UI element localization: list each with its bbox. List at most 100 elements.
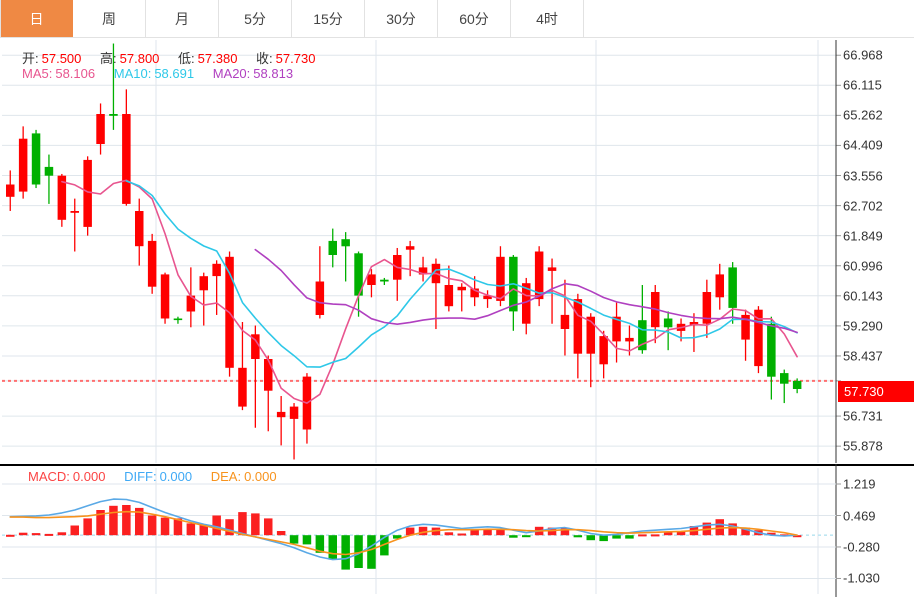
price-axis-label: 65.262: [843, 107, 883, 123]
tabbar-filler: [584, 0, 914, 37]
ma10-line: [125, 180, 798, 368]
macd-bar: [728, 523, 737, 536]
ma5-line: [61, 179, 798, 404]
macd-bar: [83, 518, 92, 536]
tab-5min-label: 5分: [244, 10, 266, 27]
macd-bar: [444, 532, 454, 536]
price-axis-label: 58.437: [843, 348, 883, 364]
tab-month-label: 月: [175, 10, 189, 27]
candle: [470, 276, 479, 307]
candle: [792, 378, 802, 394]
macd-bar: [225, 519, 234, 536]
tab-day[interactable]: 日: [0, 0, 73, 37]
macd-bar: [676, 531, 686, 536]
macd-bar: [186, 523, 196, 536]
ma20-line: [254, 248, 798, 334]
tab-4hour[interactable]: 4时: [511, 0, 584, 37]
macd-bar: [315, 535, 325, 553]
macd-bar: [367, 535, 376, 569]
price-axis-label: 66.115: [843, 77, 882, 93]
candle: [612, 302, 621, 363]
candle: [212, 260, 221, 315]
macd-bar: [238, 512, 247, 536]
candle: [380, 277, 389, 285]
macd-bar: [638, 534, 647, 537]
candle: [238, 322, 247, 411]
tab-day-label: 日: [29, 10, 44, 27]
candle: [31, 129, 41, 189]
tab-15min[interactable]: 15分: [292, 0, 365, 37]
candle: [6, 170, 15, 211]
candle: [522, 277, 531, 335]
macd-bar: [251, 513, 260, 536]
tab-30min-label: 30分: [386, 10, 416, 27]
macd-bar: [173, 518, 183, 536]
macd-bar: [18, 532, 28, 536]
tab-4hour-label: 4时: [536, 10, 558, 27]
tab-week-label: 周: [102, 10, 116, 27]
candle: [418, 256, 428, 282]
macd-bar: [625, 535, 634, 539]
macd-bar: [522, 535, 531, 538]
macd-bar: [663, 531, 673, 536]
macd-bar: [354, 535, 363, 568]
candle: [496, 246, 505, 307]
candle: [96, 103, 105, 155]
macd-bar: [792, 535, 802, 538]
candle: [186, 267, 196, 328]
macd-diff-line: [9, 498, 798, 561]
macd-bar: [6, 534, 15, 537]
candle: [135, 198, 144, 266]
candle: [367, 269, 376, 298]
candle: [264, 355, 273, 432]
macd-bar: [31, 533, 41, 536]
tab-week[interactable]: 周: [73, 0, 146, 37]
candle: [83, 156, 92, 236]
macd-bar: [160, 517, 170, 536]
tab-15min-label: 15分: [313, 10, 343, 27]
macd-bar: [96, 510, 105, 536]
macd-bar: [715, 519, 724, 536]
current-price-tag: 57.730: [838, 381, 914, 402]
macd-bar: [212, 515, 221, 536]
price-axis-label: 59.290: [843, 318, 883, 334]
macd-bar: [573, 535, 583, 538]
macd-bar: [276, 531, 286, 536]
tab-60min[interactable]: 60分: [438, 0, 511, 37]
macd-bar: [289, 535, 299, 544]
tab-month[interactable]: 月: [146, 0, 219, 37]
candle: [57, 173, 67, 227]
current-price-value: 57.730: [844, 384, 884, 399]
candle: [173, 316, 183, 324]
candle: [702, 279, 712, 338]
candle: [328, 228, 337, 268]
macd-bar: [586, 535, 595, 541]
candle: [444, 265, 454, 312]
macd-axis-label: 0.469: [843, 508, 876, 523]
macd-bar: [122, 505, 131, 536]
candle: [573, 293, 583, 379]
macd-histogram: [6, 505, 802, 570]
price-axis-label: 66.968: [843, 47, 883, 63]
macd-bar: [560, 527, 570, 536]
candle: [728, 262, 737, 324]
candle: [586, 313, 595, 388]
macd-bar: [264, 518, 273, 536]
macd-axis-label: 1.219: [843, 476, 876, 492]
macd-bar: [418, 526, 428, 536]
tab-5min[interactable]: 5分: [219, 0, 292, 37]
tab-30min[interactable]: 30分: [365, 0, 438, 37]
macd-bar: [302, 535, 312, 545]
candle: [663, 311, 673, 351]
macd-axis-label: -1.030: [843, 570, 880, 586]
chart-svg: [0, 38, 914, 597]
candle: [122, 89, 131, 206]
candle: [715, 263, 724, 310]
candle: [638, 284, 647, 354]
macd-bar: [470, 529, 479, 536]
macd-bar: [457, 533, 466, 536]
price-axis-label: 63.556: [843, 168, 883, 183]
candle: [560, 279, 570, 356]
macd-bar: [380, 535, 389, 556]
